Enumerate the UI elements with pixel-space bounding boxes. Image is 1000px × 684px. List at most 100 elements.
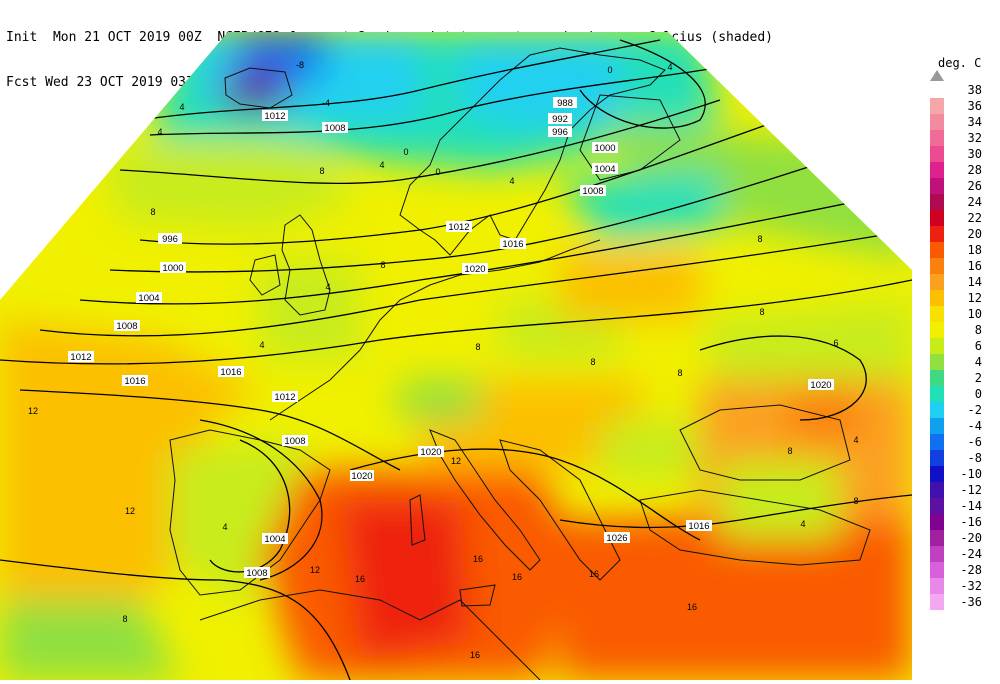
dewpoint-label: 4 (222, 522, 227, 532)
isobar-label-text: 996 (162, 234, 178, 245)
isobar-label: 1020 (350, 470, 374, 482)
legend-entry: 16 (930, 258, 996, 274)
legend-label: -28 (960, 563, 982, 577)
dewpoint-label: 8 (787, 446, 792, 456)
isobar-label-text: 1016 (502, 239, 523, 250)
dewpoint-label: 8 (853, 496, 858, 506)
dewpoint-label: 8 (319, 166, 324, 176)
dewpoint-label: 4 (509, 176, 514, 186)
legend-label: 22 (967, 211, 982, 225)
legend-entry: -32 (930, 578, 996, 594)
legend-entry: -20 (930, 530, 996, 546)
dewpoint-label: 4 (853, 435, 858, 445)
legend-swatch (930, 434, 944, 450)
legend-swatch (930, 306, 944, 322)
isobar-label: 1016 (686, 520, 712, 532)
legend-entry: -2 (930, 402, 996, 418)
legend-label: 12 (967, 291, 982, 305)
isobar-label-text: 1016 (220, 367, 241, 378)
isobar-label-text: 1008 (116, 321, 137, 332)
dewpoint-label: 8 (380, 260, 385, 270)
isobar-label-text: 1004 (594, 164, 615, 175)
legend-label: 36 (967, 99, 982, 113)
legend-entry: 22 (930, 210, 996, 226)
legend-label: -24 (960, 547, 982, 561)
legend-label: 28 (967, 163, 982, 177)
dewpoint-label: 6 (833, 338, 838, 348)
dewpoint-label: 8 (677, 368, 682, 378)
isobar-label-text: 1008 (324, 123, 345, 134)
legend-label: 10 (967, 307, 982, 321)
legend-swatch (930, 466, 944, 482)
legend-entry: 36 (930, 98, 996, 114)
legend-swatch (930, 274, 944, 290)
isobar-label: 1004 (262, 533, 288, 545)
legend-label: -12 (960, 483, 982, 497)
legend-entry: 24 (930, 194, 996, 210)
dewpoint-label: 8 (759, 307, 764, 317)
legend-entry: -28 (930, 562, 996, 578)
dewpoint-label: 12 (28, 406, 38, 416)
legend-label: -16 (960, 515, 982, 529)
legend-swatch (930, 546, 944, 562)
isobar-label: 1008 (580, 185, 606, 197)
isobar-label-text: 1004 (138, 293, 159, 304)
legend-label: 20 (967, 227, 982, 241)
legend-entry: 20 (930, 226, 996, 242)
dewpoint-label: 4 (259, 340, 264, 350)
legend-swatch (930, 82, 944, 98)
isobar-label-text: 996 (552, 127, 568, 138)
legend-label: -6 (967, 435, 982, 449)
legend-swatch (930, 450, 944, 466)
legend-swatch (930, 354, 944, 370)
dewpoint-label: 4 (157, 127, 162, 137)
legend-entry: 30 (930, 146, 996, 162)
legend-swatch (930, 338, 944, 354)
legend-entry: 12 (930, 290, 996, 306)
legend-label: 16 (967, 259, 982, 273)
legend-label: 2 (974, 371, 982, 385)
legend-swatch (930, 258, 944, 274)
legend-swatch (930, 226, 944, 242)
isobar-label: 1026 (604, 532, 630, 544)
dewpoint-label: 4 (667, 62, 672, 72)
dewpoint-label: 8 (475, 342, 480, 352)
legend-entry: 26 (930, 178, 996, 194)
legend-entry: -4 (930, 418, 996, 434)
isobar-label-text: 1020 (464, 264, 485, 275)
legend-label: -20 (960, 531, 982, 545)
legend-swatch (930, 418, 944, 434)
dewpoint-label: 12 (451, 456, 461, 466)
legend-label: -10 (960, 467, 982, 481)
legend-swatch (930, 482, 944, 498)
legend-entry: 4 (930, 354, 996, 370)
legend-entry: -8 (930, 450, 996, 466)
dewpoint-label: -4 (322, 98, 330, 108)
dewpoint-label: 16 (589, 569, 599, 579)
isobar-label-text: 1020 (420, 447, 441, 458)
dewpoint-label: 16 (355, 574, 365, 584)
dewpoint-label: 4 (379, 160, 384, 170)
legend-swatch (930, 498, 944, 514)
legend-label: 14 (967, 275, 982, 289)
legend-swatch (930, 514, 944, 530)
isobar-label: 1020 (808, 379, 834, 391)
dewpoint-label: 16 (470, 650, 480, 660)
legend-label: 0 (974, 387, 982, 401)
legend-label: -32 (960, 579, 982, 593)
legend-swatch (930, 530, 944, 546)
isobar-label: 1012 (446, 221, 472, 233)
isobar-label: 1012 (68, 351, 94, 363)
legend-label: 30 (967, 147, 982, 161)
isobar-label: 1012 (272, 391, 298, 403)
legend-label: -8 (967, 451, 982, 465)
isobar-label: 1008 (282, 435, 308, 447)
isobar-label: 1008 (114, 320, 140, 332)
isobar-label: 996 (548, 126, 572, 138)
legend-swatch (930, 210, 944, 226)
legend-entry: 2 (930, 370, 996, 386)
legend-swatch (930, 402, 944, 418)
dewpoint-label: 8 (757, 234, 762, 244)
legend-label: 6 (974, 339, 982, 353)
